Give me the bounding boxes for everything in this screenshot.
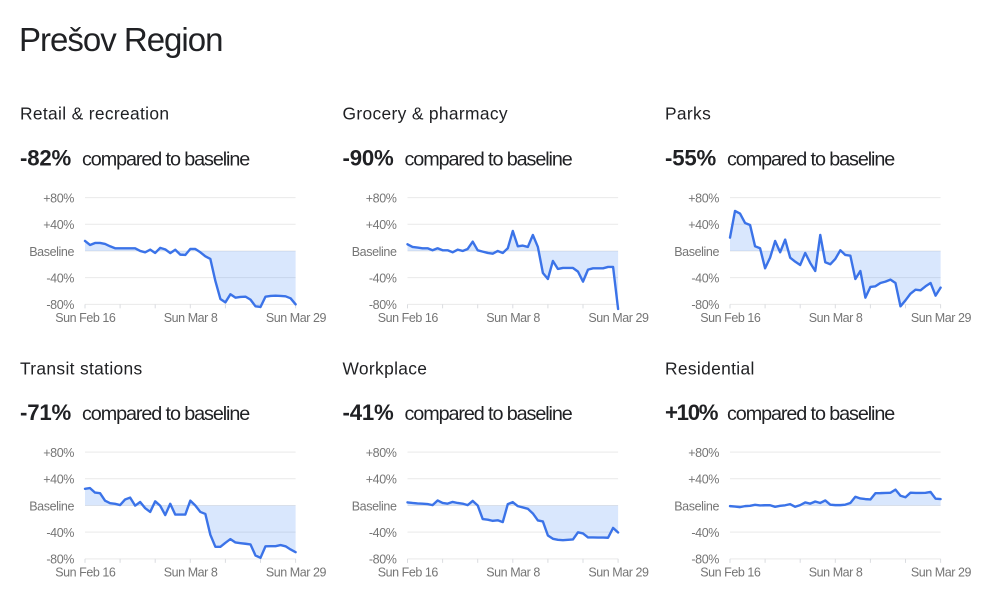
svg-text:-80%: -80% <box>46 553 74 567</box>
svg-text:-80%: -80% <box>369 298 397 312</box>
svg-text:Sun Mar 8: Sun Mar 8 <box>486 311 540 325</box>
svg-text:+40%: +40% <box>688 473 719 487</box>
svg-text:Sun Feb 16: Sun Feb 16 <box>700 311 761 325</box>
svg-text:-40%: -40% <box>369 272 397 286</box>
svg-text:-80%: -80% <box>369 553 397 567</box>
svg-text:+40%: +40% <box>366 218 397 232</box>
svg-text:Sun Mar 29: Sun Mar 29 <box>911 311 972 325</box>
svg-text:-41%: -41% <box>343 400 394 425</box>
svg-text:+40%: +40% <box>366 473 397 487</box>
svg-text:+80%: +80% <box>366 446 397 460</box>
svg-text:Grocery & pharmacy: Grocery & pharmacy <box>343 104 508 124</box>
svg-text:compared to baseline: compared to baseline <box>405 149 573 171</box>
svg-text:Transit stations: Transit stations <box>20 358 143 378</box>
svg-text:+80%: +80% <box>688 192 719 206</box>
svg-text:Sun Feb 16: Sun Feb 16 <box>55 566 116 580</box>
svg-text:compared to baseline: compared to baseline <box>82 149 250 171</box>
svg-text:+80%: +80% <box>366 192 397 206</box>
svg-text:compared to baseline: compared to baseline <box>727 403 895 425</box>
svg-text:+80%: +80% <box>43 192 74 206</box>
svg-text:-40%: -40% <box>46 526 74 540</box>
svg-text:Baseline: Baseline <box>352 499 397 513</box>
svg-text:Sun Mar 29: Sun Mar 29 <box>266 566 327 580</box>
svg-text:Residential: Residential <box>665 358 755 378</box>
svg-text:compared to baseline: compared to baseline <box>405 403 573 425</box>
svg-text:Retail & recreation: Retail & recreation <box>20 104 169 124</box>
svg-text:Sun Feb 16: Sun Feb 16 <box>378 566 439 580</box>
svg-text:Sun Mar 29: Sun Mar 29 <box>911 566 972 580</box>
svg-text:Sun Mar 8: Sun Mar 8 <box>164 566 218 580</box>
svg-text:compared to baseline: compared to baseline <box>82 403 250 425</box>
svg-text:Sun Mar 29: Sun Mar 29 <box>266 311 327 325</box>
svg-text:Sun Mar 29: Sun Mar 29 <box>588 566 649 580</box>
svg-text:compared to baseline: compared to baseline <box>727 149 895 171</box>
svg-text:Sun Feb 16: Sun Feb 16 <box>700 566 761 580</box>
svg-text:-55%: -55% <box>665 146 716 171</box>
svg-text:Baseline: Baseline <box>29 245 74 259</box>
svg-text:+40%: +40% <box>43 218 74 232</box>
svg-text:Sun Mar 8: Sun Mar 8 <box>809 566 863 580</box>
svg-text:-80%: -80% <box>691 553 719 567</box>
svg-text:+10%: +10% <box>665 400 719 425</box>
svg-text:-40%: -40% <box>691 526 719 540</box>
svg-text:Sun Mar 8: Sun Mar 8 <box>486 566 540 580</box>
svg-text:Sun Mar 29: Sun Mar 29 <box>588 311 649 325</box>
svg-text:Baseline: Baseline <box>29 499 74 513</box>
svg-text:-40%: -40% <box>691 272 719 286</box>
svg-text:+40%: +40% <box>688 218 719 232</box>
svg-text:-71%: -71% <box>20 400 71 425</box>
svg-text:Sun Feb 16: Sun Feb 16 <box>378 311 439 325</box>
svg-text:-40%: -40% <box>46 272 74 286</box>
svg-text:+40%: +40% <box>43 473 74 487</box>
svg-text:Sun Mar 8: Sun Mar 8 <box>809 311 863 325</box>
svg-text:-40%: -40% <box>369 526 397 540</box>
svg-text:-80%: -80% <box>691 298 719 312</box>
svg-text:-82%: -82% <box>20 146 71 171</box>
svg-text:Workplace: Workplace <box>343 358 428 378</box>
svg-text:Baseline: Baseline <box>352 245 397 259</box>
svg-text:-80%: -80% <box>46 298 74 312</box>
svg-text:Parks: Parks <box>665 104 711 124</box>
svg-text:Prešov Region: Prešov Region <box>19 21 222 58</box>
svg-text:Baseline: Baseline <box>674 245 719 259</box>
svg-text:+80%: +80% <box>688 446 719 460</box>
svg-text:Baseline: Baseline <box>674 499 719 513</box>
svg-text:Sun Feb 16: Sun Feb 16 <box>55 311 116 325</box>
svg-text:+80%: +80% <box>43 446 74 460</box>
svg-text:-90%: -90% <box>343 146 394 171</box>
svg-text:Sun Mar 8: Sun Mar 8 <box>164 311 218 325</box>
